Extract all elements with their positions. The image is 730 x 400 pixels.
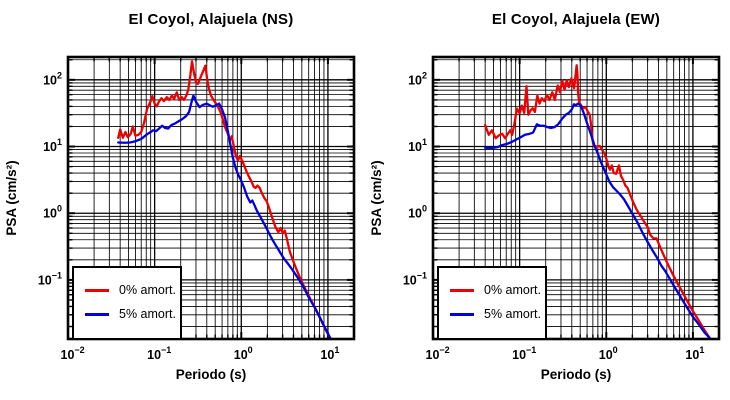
legend-label-5pct: 5% amort. — [119, 307, 176, 321]
svg-text:101: 101 — [43, 137, 62, 154]
svg-text:100: 100 — [599, 345, 618, 362]
y-axis-label: PSA (cm/s²) — [4, 160, 19, 236]
svg-text:10−2: 10−2 — [61, 345, 85, 362]
svg-text:101: 101 — [685, 345, 704, 362]
legend-line-5pct-swatch — [85, 312, 109, 316]
legend-row: 0% amort. — [74, 278, 180, 302]
chart-title-ew: El Coyol, Alajuela (EW) — [491, 11, 661, 28]
legend-line-5pct-swatch — [450, 312, 474, 316]
legend: 0% amort. 5% amort. — [72, 266, 182, 340]
y-axis-label: PSA (cm/s²) — [369, 160, 384, 236]
svg-text:10−1: 10−1 — [512, 345, 536, 362]
ew-plot-canvas: 10−2 10−1 100 101 10−1 100 101 102 — [403, 55, 721, 362]
svg-text:100: 100 — [234, 345, 253, 362]
svg-text:10−1: 10−1 — [147, 345, 171, 362]
svg-text:10−1: 10−1 — [403, 270, 427, 287]
chart-panel-ew: 10−2 10−1 100 101 10−1 100 101 102 El Coyol, Al… — [365, 0, 730, 400]
chart-title-ns: El Coyol, Alajuela (NS) — [128, 11, 294, 28]
svg-text:100: 100 — [43, 204, 62, 221]
svg-text:10−1: 10−1 — [38, 270, 62, 287]
ns-plot-canvas: 10−2 10−1 100 101 10−1 100 101 102 — [38, 55, 356, 362]
x-axis-label: Periodo (s) — [540, 367, 612, 382]
legend-row: 0% amort. — [439, 278, 545, 302]
legend-label-0pct: 0% amort. — [484, 283, 541, 297]
svg-text:10−2: 10−2 — [426, 345, 450, 362]
svg-text:101: 101 — [408, 137, 427, 154]
legend-line-0pct-swatch — [85, 288, 109, 292]
chart-panel-ns: 10−2 10−1 100 101 10−1 100 101 102 El Coyol, Al… — [4, 11, 356, 382]
legend-label-5pct: 5% amort. — [484, 307, 541, 321]
x-axis-label: Periodo (s) — [175, 367, 247, 382]
legend-label-0pct: 0% amort. — [119, 283, 176, 297]
svg-text:101: 101 — [320, 345, 339, 362]
legend: 0% amort. 5% amort. — [437, 266, 547, 340]
svg-text:100: 100 — [408, 204, 427, 221]
legend-row: 5% amort. — [439, 302, 545, 326]
legend-row: 5% amort. — [74, 302, 180, 326]
svg-text:102: 102 — [408, 70, 427, 87]
legend-line-0pct-swatch — [450, 288, 474, 292]
svg-text:102: 102 — [43, 70, 62, 87]
